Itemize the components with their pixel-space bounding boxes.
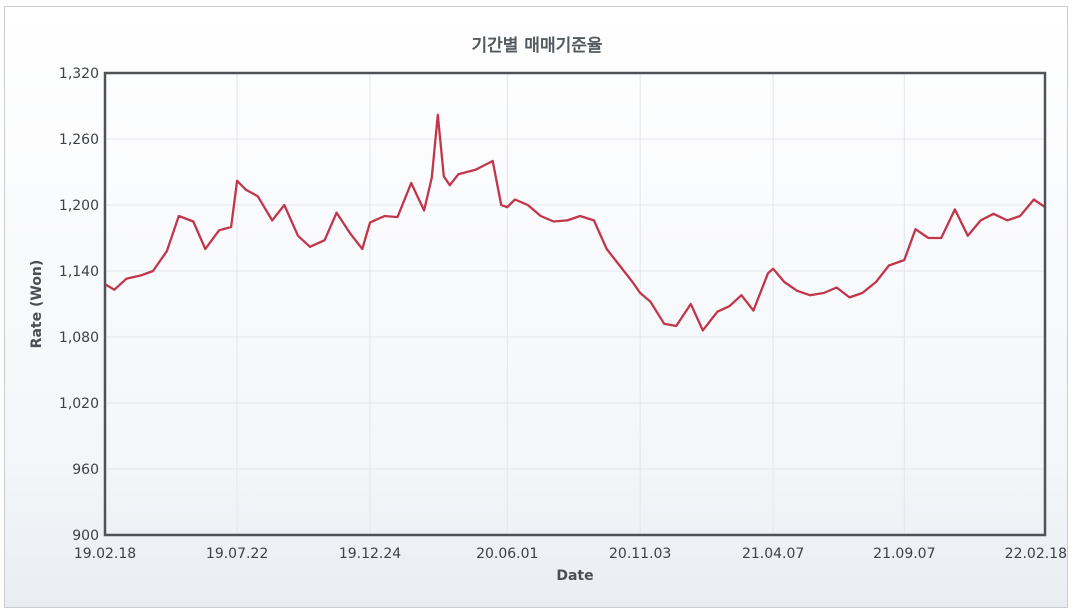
line-chart: 기간별 매매기준율 900 960 1,020 1,080 1,140 1,200 1,26… [29, 36, 1067, 584]
x-tick-label: 21.04.07 [742, 546, 804, 562]
y-tick-label: 1,080 [59, 330, 99, 346]
x-tick-label: 20.11.03 [609, 546, 671, 562]
exchange-rate-line [103, 113, 1047, 332]
x-axis-ticks: 19.02.18 19.07.22 19.12.24 20.06.01 20.11.03… [74, 546, 1067, 562]
y-tick-label: 1,020 [59, 396, 99, 412]
x-tick-label: 20.06.01 [476, 546, 538, 562]
y-axis-ticks: 900 960 1,020 1,080 1,140 1,200 1,260 1,320 [59, 66, 99, 544]
y-tick-label: 1,200 [59, 198, 99, 214]
y-tick-label: 1,140 [59, 264, 99, 280]
chart-title: 기간별 매매기준율 [471, 36, 602, 56]
x-tick-label: 22.02.18 [1005, 546, 1067, 562]
y-axis-title: Rate (Won) [29, 260, 45, 349]
y-tick-label: 960 [72, 462, 99, 478]
plot-border [103, 71, 1047, 537]
y-tick-label: 900 [72, 528, 99, 544]
y-tick-label: 1,260 [59, 132, 99, 148]
x-tick-label: 21.09.07 [873, 546, 935, 562]
x-axis-title: Date [556, 568, 593, 584]
x-tick-label: 19.07.22 [206, 546, 268, 562]
x-tick-label: 19.12.24 [339, 546, 401, 562]
chart-container: 기간별 매매기준율 900 960 1,020 1,080 1,140 1,200 1,26… [4, 6, 1068, 608]
series-layer [103, 113, 1047, 332]
gridlines [104, 72, 1046, 536]
y-tick-label: 1,320 [59, 66, 99, 82]
x-tick-label: 19.02.18 [74, 546, 136, 562]
